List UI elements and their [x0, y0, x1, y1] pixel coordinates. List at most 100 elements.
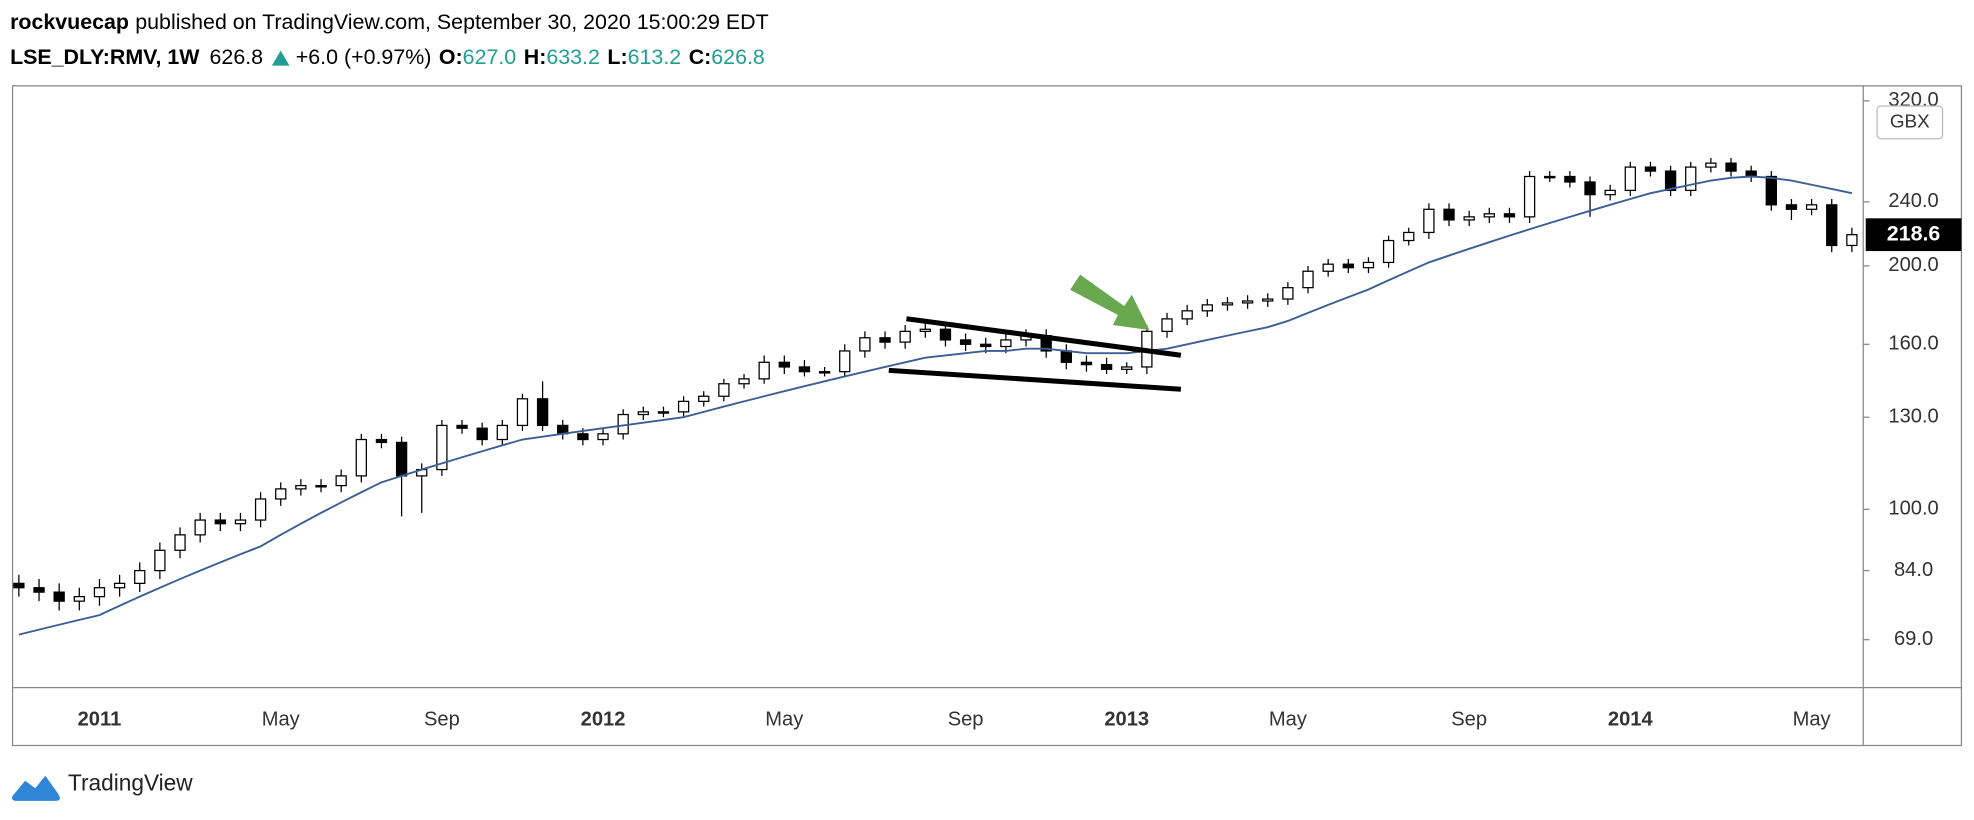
- candle-body: [597, 433, 609, 441]
- candle-body: [254, 498, 267, 521]
- symbol-line: LSE_DLY:RMV, 1W 626.8 +6.0 (+0.97%) O:627.0…: [10, 45, 765, 69]
- candle-body: [1826, 204, 1838, 247]
- candle-body: [637, 411, 649, 416]
- candle-body: [1181, 310, 1193, 320]
- candle-body: [113, 582, 126, 589]
- candle-body: [1121, 366, 1133, 370]
- x-tick-label: May: [1269, 709, 1308, 731]
- candle-body: [1765, 175, 1777, 206]
- candle-body: [758, 361, 770, 380]
- low-value: 613.2: [628, 45, 682, 69]
- candle-body: [1403, 231, 1415, 242]
- candle-body: [980, 343, 992, 348]
- x-tick-label: 2014: [1608, 709, 1654, 731]
- candle-body: [154, 549, 166, 572]
- published: published on TradingView.com, September …: [135, 10, 768, 34]
- candle-body: [436, 424, 448, 471]
- arrow: [1070, 274, 1150, 331]
- candle-body: [395, 441, 408, 477]
- high-label: H:: [524, 45, 547, 69]
- author: rockvuecap: [10, 10, 129, 34]
- candle-body: [1846, 234, 1858, 247]
- candle-body: [456, 424, 468, 429]
- candle-body: [839, 350, 851, 373]
- candle-body: [698, 395, 710, 403]
- candle-body: [1725, 162, 1737, 172]
- candle-body: [1564, 175, 1576, 183]
- candle-body: [939, 328, 952, 341]
- candle-body: [959, 339, 972, 345]
- header-line: rockvuecap published on TradingView.com, …: [10, 10, 769, 34]
- candle-body: [1664, 170, 1677, 192]
- plot-area: [13, 157, 1858, 636]
- candle-body: [1624, 166, 1636, 192]
- candle-body: [1080, 361, 1093, 366]
- x-tick-label: Sep: [424, 709, 460, 731]
- candle-body: [738, 378, 750, 385]
- candle-body: [1785, 204, 1798, 210]
- x-tick-label: May: [262, 709, 301, 731]
- candle-body: [1443, 208, 1455, 221]
- candle-body: [1805, 204, 1818, 210]
- x-tick-label: 2012: [581, 709, 626, 731]
- currency: GBX: [1890, 111, 1930, 132]
- candle-body: [1282, 287, 1294, 300]
- candle-body: [1201, 304, 1213, 312]
- x-tick-label: May: [765, 709, 804, 731]
- high-value: 633.2: [546, 45, 600, 69]
- candle-body: [134, 569, 146, 584]
- candle-body: [53, 591, 65, 602]
- up-triangle: [271, 50, 290, 66]
- y-tick-label: 100.0: [1888, 498, 1938, 520]
- candle-body: [1322, 263, 1334, 272]
- logo-icon: [11, 775, 60, 801]
- close-value: 626.8: [711, 45, 765, 69]
- candle-body: [899, 330, 911, 343]
- candle-body: [275, 488, 287, 500]
- y-tick-label: 130.0: [1888, 406, 1938, 428]
- candle-body: [1544, 175, 1556, 179]
- candle-body: [1584, 181, 1596, 196]
- candle-body: [516, 398, 529, 427]
- candle-body: [194, 519, 206, 536]
- y-tick-label: 84.0: [1894, 559, 1933, 581]
- frame: [11, 85, 1963, 747]
- candle-body: [1302, 270, 1314, 289]
- x-tick-label: Sep: [1451, 709, 1487, 731]
- candle-body: [375, 438, 388, 444]
- candle-body: [1221, 302, 1234, 306]
- candle-body: [1685, 166, 1697, 192]
- candle-body: [677, 400, 690, 413]
- candle-body: [1000, 339, 1012, 348]
- moving-average: [18, 175, 1853, 636]
- candle-body: [1604, 189, 1616, 196]
- candle-body: [1523, 175, 1536, 218]
- candle-body: [1382, 239, 1395, 264]
- trendline: [888, 367, 1182, 392]
- candle-body: [1503, 213, 1516, 218]
- price-axis: 69.084.0100.0130.0160.0200.0240.0320.021…: [1863, 89, 1962, 650]
- candle-body: [1342, 263, 1354, 269]
- candle-body: [536, 398, 549, 427]
- candle-body: [496, 424, 508, 441]
- candle-body: [73, 595, 85, 602]
- brand: TradingView: [68, 770, 193, 796]
- trendline: [906, 316, 1182, 358]
- candle-body: [778, 361, 790, 368]
- last-price: 218.6: [1887, 221, 1941, 245]
- candle-body: [1362, 261, 1375, 269]
- candle-body: [355, 438, 367, 477]
- last-price-box: [1865, 218, 1962, 252]
- candle-body: [295, 484, 307, 490]
- candle-body: [818, 371, 831, 374]
- candle-body: [335, 475, 347, 487]
- open-label: O:: [439, 45, 463, 69]
- candle-body: [13, 582, 25, 589]
- candle-body: [93, 587, 106, 598]
- candle-body: [798, 366, 811, 373]
- candle-body: [1705, 162, 1717, 168]
- logo: TradingView: [11, 770, 193, 801]
- candle-body: [1644, 166, 1657, 172]
